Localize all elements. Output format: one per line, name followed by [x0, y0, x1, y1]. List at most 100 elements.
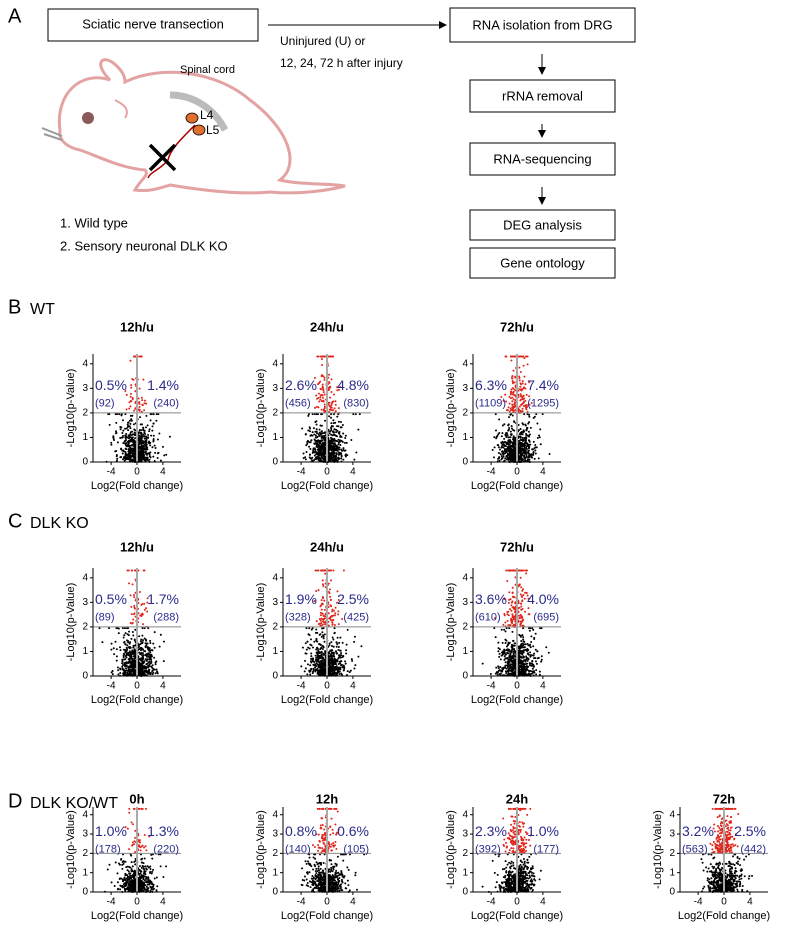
- point: [522, 402, 524, 404]
- point: [341, 455, 343, 457]
- point: [522, 408, 524, 410]
- y-tick-label: 3: [462, 383, 468, 394]
- y-axis-label: -Log10(p-Value): [65, 583, 77, 662]
- count-label: (1295): [527, 397, 559, 409]
- y-tick-label: 2: [462, 622, 468, 633]
- point: [132, 583, 134, 585]
- x-axis-label: Log2(Fold change): [91, 480, 183, 492]
- point: [146, 611, 148, 613]
- count-label: (89): [95, 611, 115, 623]
- point: [343, 667, 345, 669]
- point: [323, 432, 325, 434]
- point: [110, 649, 112, 651]
- point: [321, 654, 323, 656]
- point: [513, 672, 515, 674]
- point: [519, 386, 521, 388]
- point: [130, 431, 132, 433]
- point: [499, 449, 501, 451]
- point: [511, 406, 513, 408]
- point: [125, 632, 127, 634]
- point: [511, 646, 513, 648]
- point: [322, 383, 324, 385]
- point: [316, 653, 318, 655]
- point: [124, 428, 126, 430]
- point: [321, 657, 323, 659]
- point: [339, 667, 341, 669]
- point: [332, 440, 334, 442]
- point: [140, 435, 142, 437]
- point: [122, 430, 124, 432]
- x-tick-label: 0: [514, 681, 520, 692]
- point: [529, 627, 531, 629]
- point: [506, 409, 508, 411]
- point: [510, 674, 512, 676]
- point: [335, 458, 337, 460]
- point: [310, 668, 312, 670]
- point: [133, 605, 135, 607]
- point: [343, 670, 345, 672]
- point: [501, 451, 503, 453]
- point: [496, 671, 498, 673]
- point: [526, 427, 528, 429]
- point: [121, 660, 123, 662]
- panel-title: WT: [30, 301, 55, 318]
- point: [519, 433, 521, 435]
- point: [527, 643, 529, 645]
- point: [532, 448, 534, 450]
- point: [133, 410, 135, 412]
- x-tick-label: 0: [324, 681, 330, 692]
- point: [331, 624, 333, 626]
- y-tick-label: 3: [272, 597, 278, 608]
- point: [504, 622, 506, 624]
- point: [548, 652, 550, 654]
- point: [306, 649, 308, 651]
- point: [113, 647, 115, 649]
- point: [125, 433, 127, 435]
- point: [330, 579, 332, 581]
- point: [150, 419, 152, 421]
- point: [529, 433, 531, 435]
- point: [318, 401, 320, 403]
- point: [317, 383, 319, 385]
- point: [511, 657, 513, 659]
- percent-label: 1.7%: [147, 591, 179, 607]
- point: [317, 446, 319, 448]
- y-axis-label: -Log10(p-Value): [445, 583, 457, 662]
- point: [329, 441, 331, 443]
- point: [319, 605, 321, 607]
- point: [529, 662, 531, 664]
- point: [324, 662, 326, 664]
- point: [322, 397, 324, 399]
- point: [154, 647, 156, 649]
- point: [520, 621, 522, 623]
- point: [335, 410, 337, 412]
- point: [131, 569, 133, 571]
- point: [315, 632, 317, 634]
- point: [343, 569, 345, 571]
- point: [118, 632, 120, 634]
- point: [520, 669, 522, 671]
- point: [321, 671, 323, 673]
- point: [521, 657, 523, 659]
- y-tick-label: 4: [462, 572, 468, 583]
- point: [513, 421, 515, 423]
- point: [324, 377, 326, 379]
- point: [511, 660, 513, 662]
- point: [148, 459, 150, 461]
- point: [351, 658, 353, 660]
- point: [510, 665, 512, 667]
- point: [141, 670, 143, 672]
- point: [514, 447, 516, 449]
- point: [139, 406, 141, 408]
- point: [521, 431, 523, 433]
- point: [331, 378, 333, 380]
- point: [150, 435, 152, 437]
- point: [153, 413, 155, 415]
- point: [536, 650, 538, 652]
- y-tick-label: 4: [82, 358, 88, 369]
- y-tick-label: 1: [82, 646, 88, 657]
- point: [316, 457, 318, 459]
- point: [314, 664, 316, 666]
- point: [315, 629, 317, 631]
- point: [309, 456, 311, 458]
